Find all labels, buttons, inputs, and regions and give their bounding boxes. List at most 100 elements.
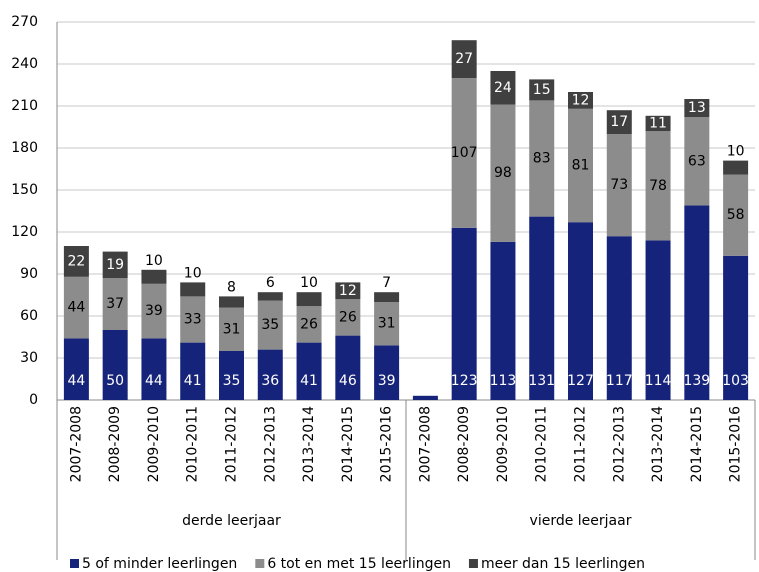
bar-segment [141,283,167,339]
x-tick-label: 2015-2016 [728,406,744,482]
x-tick-label: 2014-2015 [340,406,356,482]
data-label: 7 [382,275,391,291]
bar-segment [412,395,438,400]
group-label: vierde leerjaar [530,513,632,529]
data-label: 123 [451,373,478,389]
legend-label: meer dan 15 leerlingen [481,556,645,572]
bar-segment [723,255,749,400]
bar-segment [257,349,283,400]
x-tick-label: 2009-2010 [146,406,162,482]
bar-segment [102,278,128,330]
data-label: 35 [223,373,241,389]
bar-segment [180,342,206,400]
data-label: 35 [261,317,279,333]
data-label: 103 [722,373,749,389]
legend-swatch [468,559,478,568]
data-label: 44 [145,373,163,389]
bar-segment [63,276,89,339]
data-label: 36 [261,373,279,389]
data-label: 44 [67,300,85,316]
data-label: 27 [455,51,473,67]
data-label: 41 [300,373,318,389]
bar-segment [296,292,322,307]
bar-segment [335,335,361,400]
bar-segment [606,134,632,237]
bar-segment [490,104,516,242]
legend-label: 5 of minder leerlingen [82,556,237,572]
y-tick-label: 150 [11,182,38,198]
data-label: 39 [378,373,396,389]
x-tick-label: 2014-2015 [689,406,705,482]
y-tick-label: 180 [11,140,38,156]
bar-segment [296,342,322,400]
data-label: 15 [533,82,551,98]
data-label: 58 [727,207,745,223]
bar-segment [141,269,167,284]
x-tick-label: 2008-2009 [107,406,123,482]
bar-segment [606,236,632,400]
bar-segment [296,306,322,343]
bar-segment [63,338,89,400]
data-label: 73 [610,177,628,193]
data-label: 10 [727,144,745,160]
data-label: 78 [649,178,667,194]
bar-segment [684,99,710,118]
bar-segment [606,110,632,134]
bar-segment [374,345,400,400]
legend-swatch [255,559,265,568]
bar-segment [490,71,516,105]
data-label: 13 [688,100,706,116]
data-label: 19 [106,257,124,273]
data-label: 37 [106,296,124,312]
data-label: 31 [223,321,241,337]
data-label: 31 [378,316,396,332]
data-label: 17 [610,114,628,130]
y-tick-label: 120 [11,224,38,240]
data-label: 39 [145,303,163,319]
bar-segment [645,131,671,241]
x-tick-label: 2010-2011 [534,406,550,482]
bar-segment [568,92,593,109]
bar-segment [180,296,206,343]
bar-segment [374,302,400,346]
group-label: derde leerjaar [182,513,281,529]
y-tick-label: 30 [20,350,38,366]
bar-segment [141,338,167,400]
legend-label: 6 tot en met 15 leerlingen [267,556,451,572]
data-label: 12 [572,92,590,108]
data-label: 83 [533,151,551,167]
x-tick-label: 2008-2009 [456,406,472,482]
bar-segment [645,115,671,132]
bar-segment [219,351,244,400]
bar-segment [723,160,749,175]
y-tick-label: 270 [11,14,38,30]
bar-segment [568,222,593,400]
bar-segment [219,307,244,351]
x-tick-label: 2010-2011 [185,406,201,482]
bar-segment [723,174,749,256]
bar-segment [335,299,361,336]
x-tick-label: 2007-2008 [417,406,433,482]
data-label: 24 [494,80,512,96]
data-label: 127 [567,373,594,389]
data-label: 10 [145,253,163,269]
x-tick-label: 2013-2014 [650,406,666,482]
bar-segment [529,216,555,400]
data-label: 26 [300,316,318,332]
bar-segment [490,241,516,400]
y-tick-label: 0 [29,392,38,408]
bar-segment [374,292,400,302]
bar-segment [451,78,477,228]
data-label: 131 [528,373,555,389]
bar-segment [684,205,710,400]
x-tick-label: 2011-2012 [573,406,589,482]
data-label: 117 [606,373,633,389]
data-label: 11 [649,116,667,132]
bar-segment [451,40,477,78]
data-label: 12 [339,283,357,299]
data-label: 26 [339,309,357,325]
x-tick-label: 2012-2013 [262,406,278,482]
bar-segment [257,292,283,301]
data-label: 139 [683,373,710,389]
